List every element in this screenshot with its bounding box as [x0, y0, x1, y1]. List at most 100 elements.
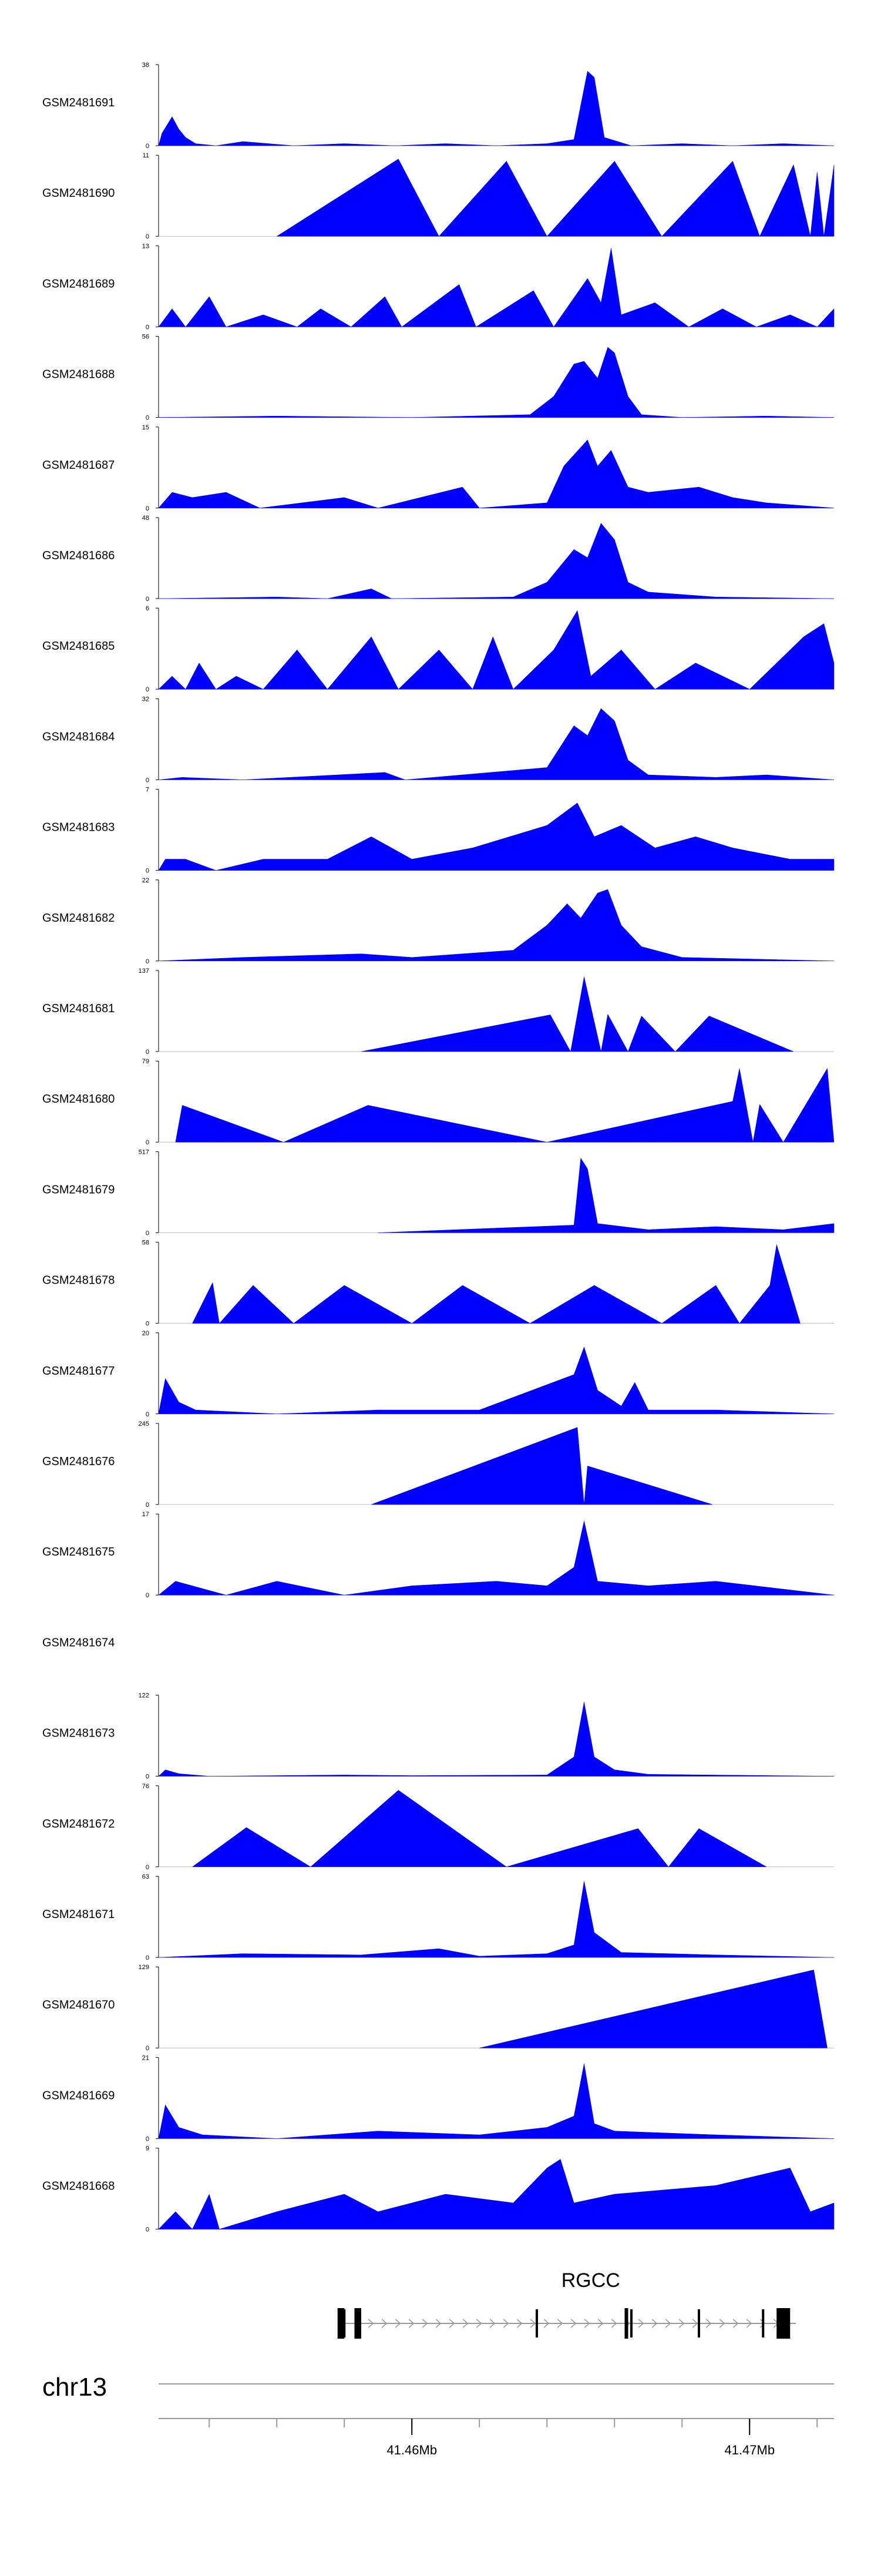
strand-arrow: [435, 2319, 442, 2328]
track-GSM2481686: GSM2481686 48 0: [42, 515, 835, 603]
track-label: GSM2481690: [42, 187, 115, 200]
y-max-label: 7: [146, 787, 149, 794]
chromosome-label: chr13: [42, 2373, 107, 2402]
strand-arrow: [759, 2319, 766, 2328]
track-GSM2481668: GSM2481668 9 0: [42, 2145, 835, 2234]
y-max-label: 517: [139, 1148, 149, 1156]
coverage-area: [158, 1881, 835, 1958]
strand-arrow: [557, 2319, 563, 2328]
coverage-area: [158, 347, 835, 418]
y-max-label: 9: [146, 2145, 149, 2152]
track-label: GSM2481675: [42, 1546, 115, 1559]
track-label: GSM2481688: [42, 368, 115, 381]
track-GSM2481679: GSM2481679 517 0: [42, 1148, 835, 1237]
coverage-area: [158, 439, 835, 509]
track-GSM2481680: GSM2481680 79 0: [42, 1058, 835, 1146]
y-max-label: 21: [142, 2054, 149, 2061]
track-label: GSM2481681: [42, 1002, 115, 1015]
strand-arrow: [746, 2319, 752, 2328]
strand-arrow: [530, 2319, 536, 2328]
y-min-label: 0: [146, 1230, 149, 1237]
track-label: GSM2481672: [42, 1818, 115, 1831]
coverage-area: [378, 1157, 835, 1233]
y-max-label: 6: [146, 605, 149, 612]
gene-model-RGCC: RGCC: [337, 2269, 796, 2339]
track-label: GSM2481670: [42, 1999, 115, 2011]
track-GSM2481691: GSM2481691 38 0: [42, 62, 835, 150]
track-label: GSM2481683: [42, 821, 115, 834]
track-GSM2481684: GSM2481684 32 0: [42, 696, 835, 784]
coverage-area: [158, 802, 835, 871]
track-label: GSM2481669: [42, 2089, 115, 2102]
strand-arrow: [638, 2319, 644, 2328]
coverage-area: [158, 70, 835, 146]
strand-arrow: [678, 2319, 685, 2328]
y-min-label: 0: [146, 1502, 149, 1509]
track-GSM2481672: GSM2481672 76 0: [42, 1783, 834, 1871]
track-label: GSM2481680: [42, 1093, 115, 1106]
y-min-label: 0: [146, 233, 149, 240]
y-max-label: 122: [139, 1692, 149, 1700]
genomic-axis: chr13 41.46Mb 41.47Mb: [42, 2373, 834, 2457]
strand-arrow: [611, 2319, 617, 2328]
strand-arrow: [692, 2319, 698, 2328]
track-GSM2481677: GSM2481677 20 0: [42, 1330, 835, 1418]
coverage-area: [371, 1427, 713, 1505]
track-label: GSM2481677: [42, 1365, 115, 1378]
track-label: GSM2481674: [42, 1636, 115, 1649]
strand-arrow: [665, 2319, 671, 2328]
strand-arrow: [395, 2319, 401, 2328]
track-GSM2481689: GSM2481689 13 0: [42, 243, 835, 331]
strand-arrow: [705, 2319, 712, 2328]
y-min-label: 0: [146, 2045, 149, 2052]
y-min-label: 0: [146, 1954, 149, 1962]
strand-arrow: [732, 2319, 739, 2328]
track-label: GSM2481686: [42, 549, 115, 562]
y-max-label: 137: [139, 968, 149, 975]
track-GSM2481671: GSM2481671 63 0: [42, 1873, 835, 1962]
strand-arrow: [651, 2319, 658, 2328]
y-max-label: 13: [142, 243, 149, 250]
coverage-area: [158, 1702, 835, 1776]
track-label: GSM2481685: [42, 640, 115, 653]
strand-arrow: [570, 2319, 577, 2328]
y-max-label: 20: [142, 1330, 149, 1337]
y-min-label: 0: [146, 1049, 149, 1056]
y-min-label: 0: [146, 777, 149, 784]
exon: [624, 2308, 628, 2339]
track-GSM2481673: GSM2481673 122 0: [42, 1692, 835, 1781]
exon-boundary: [630, 2309, 633, 2337]
exon: [337, 2308, 345, 2339]
exon-boundary: [536, 2309, 538, 2337]
strand-arrow: [368, 2319, 374, 2328]
track-GSM2481688: GSM2481688 56 0: [42, 334, 835, 422]
strand-arrow: [516, 2319, 523, 2328]
exon-boundary: [762, 2309, 765, 2337]
track-label: GSM2481673: [42, 1727, 115, 1740]
y-min-label: 0: [146, 324, 149, 331]
y-min-label: 0: [146, 2135, 149, 2142]
strand-arrow: [719, 2319, 725, 2328]
coverage-area: [158, 2159, 835, 2230]
exon-boundary: [698, 2309, 700, 2337]
track-GSM2481685: GSM2481685 6 0: [42, 605, 835, 693]
track-label: GSM2481679: [42, 1183, 115, 1196]
coverage-area: [158, 248, 835, 327]
y-max-label: 63: [142, 1873, 149, 1880]
strand-arrow: [489, 2319, 496, 2328]
strand-arrow: [408, 2319, 415, 2328]
coverage-area: [158, 2063, 835, 2139]
strand-arrow: [597, 2319, 604, 2328]
gene-label: RGCC: [561, 2269, 620, 2292]
exon: [354, 2308, 361, 2339]
track-label: GSM2481691: [42, 96, 115, 109]
exon: [776, 2308, 791, 2339]
y-min-label: 0: [146, 596, 149, 603]
coverage-area: [479, 1969, 828, 2048]
y-min-label: 0: [146, 958, 149, 965]
coverage-area: [276, 159, 835, 237]
y-min-label: 0: [146, 143, 149, 150]
y-max-label: 22: [142, 877, 149, 884]
